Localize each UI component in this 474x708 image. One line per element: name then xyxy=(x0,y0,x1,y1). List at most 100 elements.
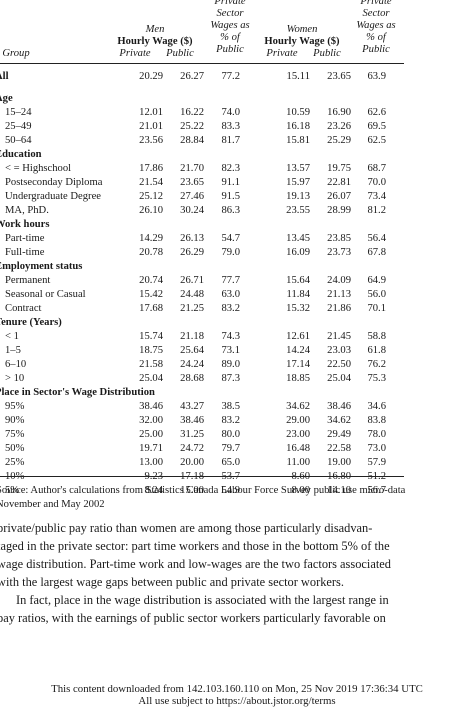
cell-w-pub: 25.29 xyxy=(327,135,351,146)
body-line: In fact, place in the wage distribution … xyxy=(16,593,389,607)
cell-m-priv: 9.23 xyxy=(144,471,163,482)
cell-w-priv: 13.57 xyxy=(286,163,310,174)
cell-m-ratio: 65.0 xyxy=(221,457,240,468)
total-row: All 20.29 26.27 77.2 15.11 23.65 63.9 xyxy=(0,70,474,92)
cell-m-priv: 20.74 xyxy=(139,275,163,286)
ratio-header-line: Sector xyxy=(216,8,244,19)
table-row: Contract 17.68 21.25 83.2 15.32 21.86 70.1 xyxy=(0,302,474,316)
cell-w-priv: 11.84 xyxy=(286,289,310,300)
cell-m-priv: 19.71 xyxy=(139,443,163,454)
cell-w-pub: 23.65 xyxy=(327,71,351,82)
cell-m-priv: 20.78 xyxy=(139,247,163,258)
cell-m-priv: 21.54 xyxy=(139,177,163,188)
cell-w-priv: 34.62 xyxy=(286,401,310,412)
row-label: 5% xyxy=(5,485,20,496)
cell-m-priv: 17.68 xyxy=(139,303,163,314)
row-label: 1–5 xyxy=(5,345,21,356)
table-row: 50–64 23.56 28.84 81.7 15.81 25.29 62.5 xyxy=(0,134,474,148)
cell-w-pub: 26.07 xyxy=(327,191,351,202)
cell-w-pub: 19.75 xyxy=(327,163,351,174)
cell-m-pub: 30.24 xyxy=(180,205,204,216)
section-label: Work hours xyxy=(0,219,50,230)
row-label: Undergraduate Degree xyxy=(5,191,101,202)
section-row: Age xyxy=(0,92,474,106)
section-row: Education xyxy=(0,148,474,162)
cell-m-ratio: 91.5 xyxy=(221,191,240,202)
cell-m-pub: 26.13 xyxy=(180,233,204,244)
cell-m-priv: 14.29 xyxy=(139,233,163,244)
cell-m-pub: 43.27 xyxy=(180,401,204,412)
row-label: 25–49 xyxy=(5,121,32,132)
cell-m-pub: 20.00 xyxy=(180,457,204,468)
cell-w-ratio: 67.8 xyxy=(367,247,386,258)
cell-m-priv: 26.10 xyxy=(139,205,163,216)
cell-w-ratio: 51.2 xyxy=(367,471,386,482)
cell-w-priv: 16.09 xyxy=(286,247,310,258)
row-label: MA, PhD. xyxy=(5,205,49,216)
section-row: Work hours xyxy=(0,218,474,232)
cell-w-pub: 21.86 xyxy=(327,303,351,314)
cell-m-priv: 25.00 xyxy=(139,429,163,440)
ratio-header-line: Private xyxy=(214,0,246,7)
cell-w-ratio: 78.0 xyxy=(367,429,386,440)
section-label: Place in Sector's Wage Distribution xyxy=(0,387,155,398)
cell-m-priv: 15.74 xyxy=(139,331,163,342)
cell-w-ratio: 68.7 xyxy=(367,163,386,174)
row-label: Full-time xyxy=(5,247,45,258)
row-label: < 1 xyxy=(5,331,19,342)
cell-w-ratio: 56.7 xyxy=(367,485,386,496)
cell-w-priv: 15.11 xyxy=(286,71,310,82)
cell-m-priv: 17.86 xyxy=(139,163,163,174)
footer-line: This content downloaded from 142.103.160… xyxy=(51,683,423,695)
cell-m-ratio: 82.3 xyxy=(221,163,240,174)
row-label: < = Highschool xyxy=(5,163,72,174)
cell-w-ratio: 62.6 xyxy=(367,107,386,118)
cell-w-pub: 22.58 xyxy=(327,443,351,454)
cell-m-pub: 25.64 xyxy=(180,345,204,356)
cell-w-ratio: 56.4 xyxy=(367,233,386,244)
table-row: Full-time 20.78 26.29 79.0 16.09 23.73 67.8 xyxy=(0,246,474,260)
table-row: 1–5 18.75 25.64 73.1 14.24 23.03 61.8 xyxy=(0,344,474,358)
footer-terms-link[interactable]: All use subject to https://about.jstor.o… xyxy=(138,695,336,707)
ratio-header-line: Wages as xyxy=(356,20,396,31)
row-label: Seasonal or Casual xyxy=(5,289,86,300)
ratio-header-line: % of xyxy=(366,32,386,43)
cell-m-ratio: 80.0 xyxy=(221,429,240,440)
cell-m-ratio: 73.1 xyxy=(221,345,240,356)
cell-m-priv: 25.04 xyxy=(139,373,163,384)
cell-m-ratio: 86.3 xyxy=(221,205,240,216)
cell-m-priv: 25.12 xyxy=(139,191,163,202)
cell-m-pub: 27.46 xyxy=(180,191,204,202)
cell-w-pub: 38.46 xyxy=(327,401,351,412)
row-label: 50% xyxy=(5,443,25,454)
cell-m-pub: 16.22 xyxy=(180,107,204,118)
cell-m-ratio: 83.3 xyxy=(221,121,240,132)
cell-m-ratio: 83.2 xyxy=(221,415,240,426)
cell-m-ratio: 54.9 xyxy=(221,485,240,496)
cell-m-pub: 23.65 xyxy=(180,177,204,188)
cell-m-pub: 26.71 xyxy=(180,275,204,286)
cell-w-ratio: 63.9 xyxy=(367,71,386,82)
cell-m-ratio: 87.3 xyxy=(221,373,240,384)
cell-m-pub: 21.18 xyxy=(180,331,204,342)
men-ratio-header: Private Sector Wages as % of Public xyxy=(200,0,260,56)
cell-m-ratio: 91.1 xyxy=(221,177,240,188)
cell-w-ratio: 64.9 xyxy=(367,275,386,286)
section-label: Employment status xyxy=(0,261,83,272)
table-row: 5% 8.24 15.00 54.9 8.00 14.10 56.7 xyxy=(0,484,474,498)
men-label: Men xyxy=(145,24,165,35)
cell-m-ratio: 79.0 xyxy=(221,247,240,258)
cell-w-pub: 21.13 xyxy=(327,289,351,300)
ratio-header-line: Private xyxy=(360,0,392,7)
cell-m-pub: 24.72 xyxy=(180,443,204,454)
cell-m-priv: 15.42 xyxy=(139,289,163,300)
body-line: wage distribution. Part-time work and lo… xyxy=(0,557,391,571)
table-row: Undergraduate Degree 25.12 27.46 91.5 19.13 2… xyxy=(0,190,474,204)
cell-m-priv: 12.01 xyxy=(139,107,163,118)
group-label: Group xyxy=(2,48,30,59)
cell-w-ratio: 58.8 xyxy=(367,331,386,342)
table-row: 25–49 21.01 25.22 83.3 16.18 23.26 69.5 xyxy=(0,120,474,134)
cell-w-ratio: 81.2 xyxy=(367,205,386,216)
table-row: 10% 9.23 17.18 53.7 8.60 16.80 51.2 xyxy=(0,470,474,484)
cell-w-priv: 19.13 xyxy=(286,191,310,202)
